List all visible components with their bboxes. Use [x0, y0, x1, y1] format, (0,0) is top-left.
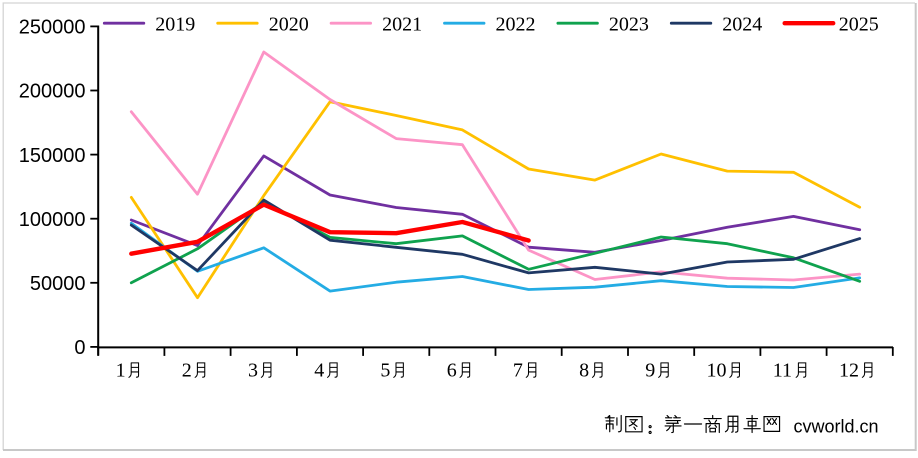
svg-text:5: 5	[380, 360, 390, 382]
svg-text:0: 0	[74, 337, 85, 359]
svg-text:2023: 2023	[609, 14, 649, 36]
svg-text:cvworld.cn: cvworld.cn	[794, 417, 879, 437]
svg-text:2019: 2019	[155, 14, 195, 36]
svg-text:50000: 50000	[30, 273, 86, 295]
svg-text:2025: 2025	[839, 14, 879, 36]
svg-text:200000: 200000	[19, 81, 86, 103]
svg-text:7: 7	[513, 360, 523, 382]
svg-text:2021: 2021	[382, 14, 422, 36]
svg-text:150000: 150000	[19, 145, 86, 167]
svg-text:2: 2	[182, 360, 192, 382]
svg-text:100000: 100000	[19, 209, 86, 231]
svg-text:11: 11	[773, 360, 792, 382]
svg-text:250000: 250000	[19, 17, 86, 39]
svg-text:8: 8	[579, 360, 589, 382]
svg-text:2024: 2024	[722, 14, 762, 36]
svg-text:10: 10	[707, 360, 727, 382]
svg-text:6: 6	[447, 360, 457, 382]
svg-text:12: 12	[839, 360, 859, 382]
svg-text:9: 9	[645, 360, 655, 382]
svg-text:2022: 2022	[496, 14, 536, 36]
svg-text:1: 1	[116, 360, 126, 382]
svg-text:4: 4	[314, 360, 324, 382]
svg-text:3: 3	[248, 360, 258, 382]
svg-text:2020: 2020	[269, 14, 309, 36]
